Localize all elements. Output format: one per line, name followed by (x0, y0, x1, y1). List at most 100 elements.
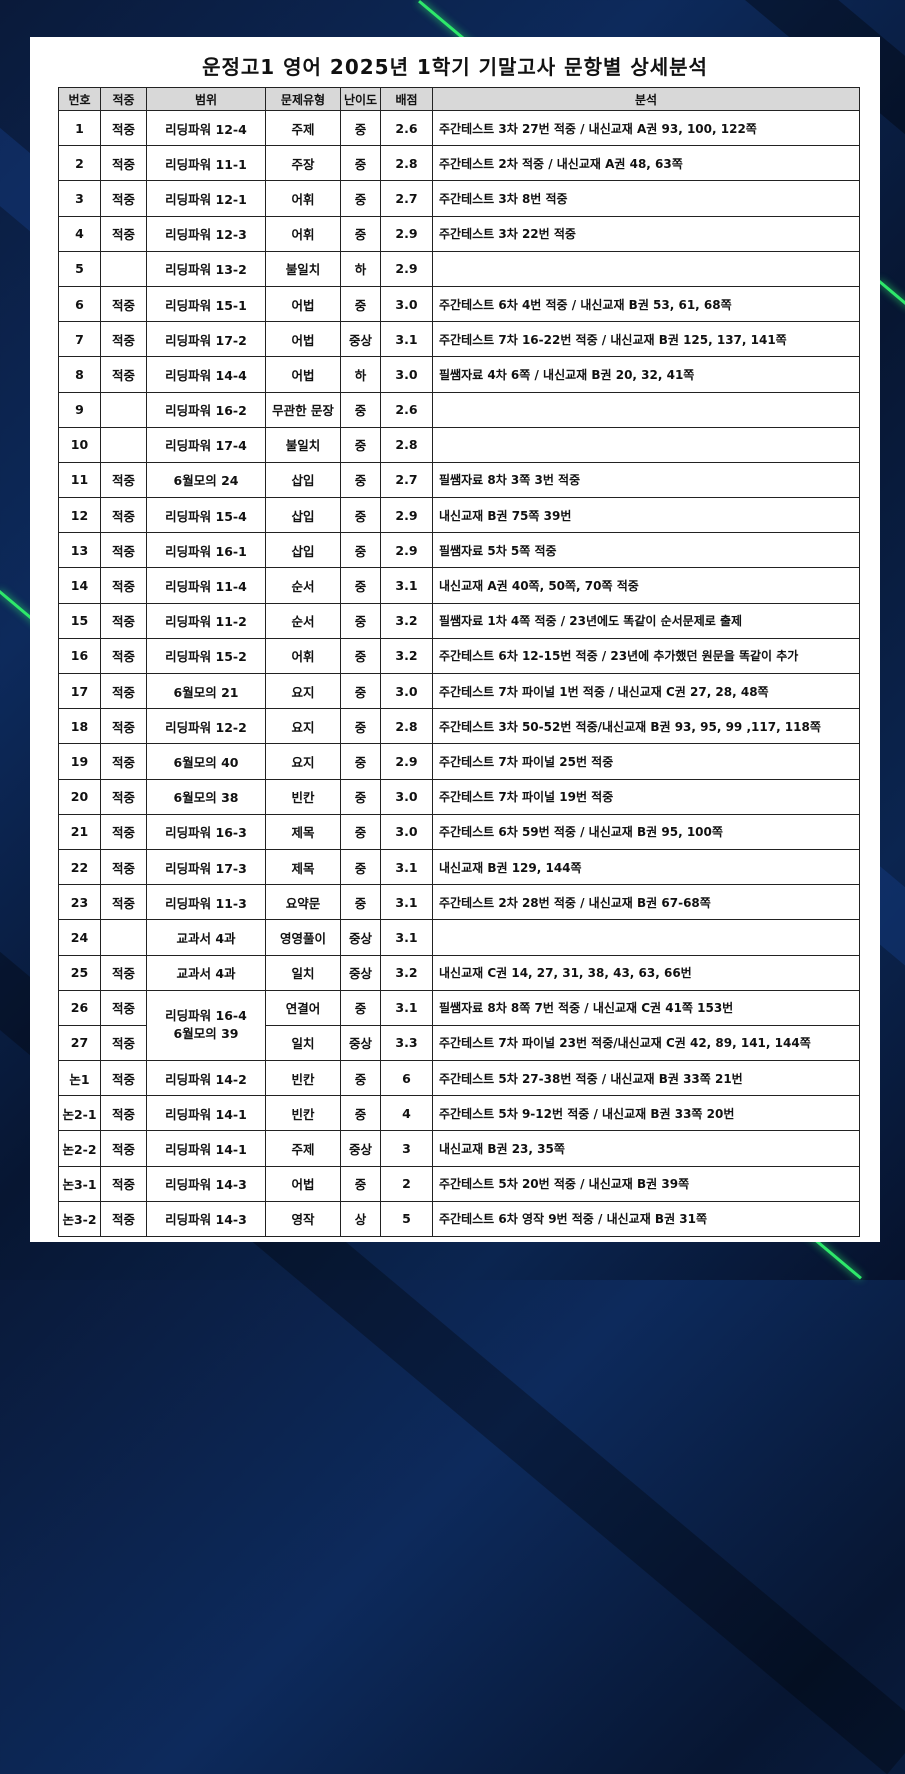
cell-number: 27 (58, 1024, 101, 1062)
cell-range: 리딩파워 15-1 (146, 285, 266, 323)
cell-number: 9 (58, 391, 101, 428)
cell-difficulty: 중상 (340, 1130, 381, 1167)
cell-score: 3.1 (380, 848, 433, 886)
cell-score: 2.7 (380, 180, 433, 217)
cell-analysis: 주간테스트 6차 59번 적중 / 내신교재 B권 95, 100쪽 (432, 813, 860, 850)
cell-number: 20 (58, 778, 101, 815)
cell-hit: 적중 (100, 602, 147, 639)
cell-score: 2.8 (380, 708, 433, 745)
cell-score: 3.0 (380, 778, 433, 815)
cell-difficulty: 중 (340, 215, 381, 252)
table-row: 10 리딩파워 17-4 불일치 중 2.8 (58, 426, 860, 463)
cell-type: 일치 (265, 954, 341, 991)
cell-analysis: 주간테스트 3차 22번 적중 (432, 215, 860, 252)
table-row: 3 적중 리딩파워 12-1 어휘 중 2.7 주간테스트 3차 8번 적중 (58, 180, 860, 217)
cell-number: 26 (58, 989, 101, 1026)
cell-number: 21 (58, 813, 101, 850)
cell-number: 12 (58, 497, 101, 534)
cell-hit: 적중 (100, 497, 147, 534)
cell-number: 18 (58, 708, 101, 745)
cell-difficulty: 중 (340, 743, 381, 780)
cell-number: 2 (58, 145, 101, 182)
header-number: 번호 (58, 87, 101, 111)
cell-difficulty: 중 (340, 109, 381, 147)
cell-analysis: 주간테스트 7차 16-22번 적중 / 내신교재 B권 125, 137, 1… (432, 321, 860, 358)
cell-difficulty: 중 (340, 778, 381, 815)
cell-analysis (432, 250, 860, 287)
cell-difficulty: 상 (340, 1200, 381, 1238)
cell-analysis: 주간테스트 7차 파이널 19번 적중 (432, 778, 860, 815)
cell-number: 7 (58, 321, 101, 358)
cell-score: 2.8 (380, 426, 433, 463)
cell-analysis (432, 391, 860, 428)
cell-analysis: 주간테스트 7차 파이널 1번 적중 / 내신교재 C권 27, 28, 48쪽 (432, 672, 860, 710)
cell-hit: 적중 (100, 708, 147, 745)
cell-analysis: 주간테스트 6차 영작 9번 적중 / 내신교재 B권 31쪽 (432, 1200, 860, 1238)
cell-analysis: 내신교재 B권 75쪽 39번 (432, 497, 860, 534)
table-row: 논3-2 적중 리딩파워 14-3 영작 상 5 주간테스트 6차 영작 9번 적중 / 내… (58, 1200, 860, 1238)
cell-range: 6월모의 40 (146, 743, 266, 780)
cell-number: 25 (58, 954, 101, 991)
cell-difficulty: 중상 (340, 919, 381, 956)
cell-score: 2.6 (380, 391, 433, 428)
cell-hit: 적중 (100, 145, 147, 182)
cell-number: 13 (58, 532, 101, 569)
cell-type: 주제 (265, 109, 341, 147)
cell-number: 논2-2 (58, 1130, 101, 1167)
cell-score: 2.9 (380, 532, 433, 569)
cell-difficulty: 중 (340, 989, 381, 1026)
cell-analysis: 필쌤자료 5차 5쪽 적중 (432, 532, 860, 569)
cell-type: 빈칸 (265, 1060, 341, 1097)
cell-difficulty: 중 (340, 145, 381, 182)
cell-analysis: 주간테스트 3차 8번 적중 (432, 180, 860, 217)
cell-hit: 적중 (100, 743, 147, 780)
cell-range: 리딩파워 11-3 (146, 884, 266, 921)
cell-analysis: 주간테스트 6차 12-15번 적중 / 23년에 추가했던 원문을 똑같이 추… (432, 637, 860, 675)
cell-range: 6월모의 24 (146, 461, 266, 499)
cell-range: 리딩파워 11-1 (146, 145, 266, 182)
cell-range: 리딩파워 14-3 (146, 1200, 266, 1238)
table-row: 9 리딩파워 16-2 무관한 문장 중 2.6 (58, 391, 860, 428)
cell-range: 리딩파워 14-2 (146, 1060, 266, 1097)
cell-range: 리딩파워 14-1 (146, 1130, 266, 1167)
cell-number: 24 (58, 919, 101, 956)
cell-hit: 적중 (100, 1130, 147, 1167)
table-row: 논1 적중 리딩파워 14-2 빈칸 중 6 주간테스트 5차 27-38번 적중 / 내신… (58, 1060, 860, 1097)
cell-difficulty: 중 (340, 426, 381, 463)
cell-score: 2.8 (380, 145, 433, 182)
cell-type: 일치 (265, 1024, 341, 1062)
cell-hit: 적중 (100, 954, 147, 991)
cell-difficulty: 중상 (340, 321, 381, 358)
cell-difficulty: 하 (340, 356, 381, 393)
cell-type: 제목 (265, 848, 341, 886)
cell-type: 어법 (265, 285, 341, 323)
cell-number: 19 (58, 743, 101, 780)
cell-type: 빈칸 (265, 778, 341, 815)
cell-hit: 적중 (100, 532, 147, 569)
cell-difficulty: 중 (340, 532, 381, 569)
cell-range: 리딩파워 16-4 6월모의 39 (146, 989, 266, 1062)
cell-hit: 적중 (100, 215, 147, 252)
cell-type: 연결어 (265, 989, 341, 1026)
cell-difficulty: 중 (340, 884, 381, 921)
header-type: 문제유형 (265, 87, 341, 111)
table-row: 2 적중 리딩파워 11-1 주장 중 2.8 주간테스트 2차 적중 / 내신교재 A권 … (58, 145, 860, 182)
cell-score: 3.1 (380, 989, 433, 1026)
cell-difficulty: 중 (340, 285, 381, 323)
cell-hit (100, 426, 147, 463)
cell-range: 6월모의 38 (146, 778, 266, 815)
cell-type: 삽입 (265, 497, 341, 534)
cell-hit: 적중 (100, 321, 147, 358)
cell-type: 주장 (265, 145, 341, 182)
cell-number: 22 (58, 848, 101, 886)
analysis-table: 번호 적중 범위 문제유형 난이도 배점 분석 1 적중 리딩파워 12-4 주제 중 2.6 주간테스… (58, 87, 860, 1238)
cell-range: 리딩파워 16-2 (146, 391, 266, 428)
cell-type: 어법 (265, 1165, 341, 1202)
cell-number: 3 (58, 180, 101, 217)
cell-type: 순서 (265, 602, 341, 639)
cell-score: 2.6 (380, 109, 433, 147)
cell-type: 어휘 (265, 180, 341, 217)
cell-analysis: 주간테스트 2차 적중 / 내신교재 A권 48, 63쪽 (432, 145, 860, 182)
cell-range: 리딩파워 14-4 (146, 356, 266, 393)
cell-analysis: 필쌤자료 8차 8쪽 7번 적중 / 내신교재 C권 41쪽 153번 (432, 989, 860, 1026)
